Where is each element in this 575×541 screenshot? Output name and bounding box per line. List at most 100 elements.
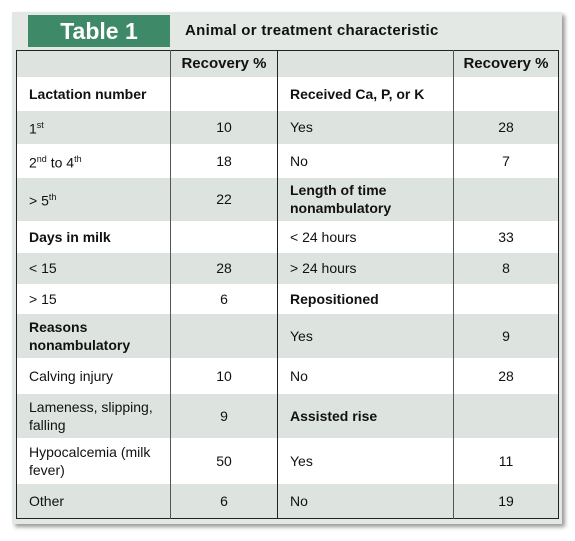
row-label: Other xyxy=(29,492,65,509)
value-cell xyxy=(170,220,278,253)
label-text: > 5 xyxy=(29,192,49,209)
label-cell: < 24 hours xyxy=(277,220,454,253)
value-cell: 18 xyxy=(170,143,278,178)
label-cell: No xyxy=(277,357,454,394)
value-cell xyxy=(170,76,278,111)
value-cell: 8 xyxy=(453,252,559,284)
value-cell: 10 xyxy=(170,110,278,144)
recovery-value: 33 xyxy=(498,228,514,245)
row-label: < 15 xyxy=(29,260,57,276)
table-row: Lactation number Received Ca, P, or K xyxy=(16,76,559,111)
label-cell: Assisted rise xyxy=(277,393,454,438)
label-text: 1 xyxy=(29,120,37,137)
label-cell: Hypocalcemia (milk fever) xyxy=(16,437,171,484)
label-cell: No xyxy=(277,143,454,178)
value-cell: 9 xyxy=(453,313,559,358)
recovery-value: 10 xyxy=(216,367,232,384)
table-title: Table 1 xyxy=(28,15,170,47)
header-cell xyxy=(277,50,454,77)
table-heading: Animal or treatment characteristic xyxy=(185,22,439,39)
label-cell: Length of time nonambulatory xyxy=(277,177,454,221)
row-heading: Assisted rise xyxy=(290,407,378,424)
label-cell: > 5th xyxy=(16,177,171,221)
value-cell: 28 xyxy=(170,252,278,284)
table-row: Reasons nonambulatory Yes 9 xyxy=(16,313,559,358)
row-label: Yes xyxy=(290,452,313,469)
table-row: < 15 28 > 24 hours 8 xyxy=(16,252,559,284)
row-heading: Lactation number xyxy=(29,85,147,102)
label-cell: Yes xyxy=(277,437,454,484)
superscript: nd xyxy=(36,153,47,164)
table-row: 2nd to 4th 18 No 7 xyxy=(16,143,559,178)
value-cell xyxy=(453,283,559,314)
label-cell: Yes xyxy=(277,110,454,144)
recovery-value: 10 xyxy=(216,119,232,135)
table-row: Lameness, slipping, falling 9 Assisted ris… xyxy=(16,393,559,438)
recovery-value: 9 xyxy=(502,327,510,344)
label-cell: Lactation number xyxy=(16,76,171,111)
label-cell: Lameness, slipping, falling xyxy=(16,393,171,438)
table-row: Hypocalcemia (milk fever) 50 Yes 11 xyxy=(16,437,559,484)
label-cell: 2nd to 4th xyxy=(16,143,171,178)
row-label: > 24 hours xyxy=(290,260,357,276)
value-cell: 9 xyxy=(170,393,278,438)
label-cell: > 24 hours xyxy=(277,252,454,284)
row-heading: Days in milk xyxy=(29,228,111,245)
table-row: Calving injury 10 No 28 xyxy=(16,357,559,394)
value-cell: 6 xyxy=(170,283,278,314)
label-text: 2 xyxy=(29,154,37,171)
table-row: 1st 10 Yes 28 xyxy=(16,110,559,144)
label-cell: Received Ca, P, or K xyxy=(277,76,454,111)
superscript: th xyxy=(74,153,82,164)
label-cell: Days in milk xyxy=(16,220,171,253)
recovery-value: 8 xyxy=(502,260,510,276)
value-cell: 33 xyxy=(453,220,559,253)
row-label: No xyxy=(290,367,308,384)
row-heading: Reasons nonambulatory xyxy=(29,318,131,353)
label-cell: 1st xyxy=(16,110,171,144)
row-label: No xyxy=(290,152,308,169)
row-label: < 24 hours xyxy=(290,228,357,245)
table-row: Other 6 No 19 xyxy=(16,483,559,519)
label-cell: Calving injury xyxy=(16,357,171,394)
table-row: > 5th 22 Length of time nonambulatory xyxy=(16,177,559,221)
row-heading: Repositioned xyxy=(290,290,379,307)
label-cell: No xyxy=(277,483,454,519)
value-cell: 19 xyxy=(453,483,559,519)
recovery-value: 6 xyxy=(220,290,228,307)
row-label: > 15 xyxy=(29,290,57,307)
superscript: th xyxy=(48,192,57,203)
recovery-value: 7 xyxy=(502,152,510,169)
recovery-value: 9 xyxy=(220,407,228,424)
value-cell xyxy=(453,76,559,111)
table-row: Days in milk < 24 hours 33 xyxy=(16,220,559,253)
recovery-value: 6 xyxy=(220,492,228,509)
recovery-value: 28 xyxy=(498,119,514,135)
value-cell: 28 xyxy=(453,357,559,394)
table: Recovery % Recovery % Lactation number Rece… xyxy=(16,50,559,519)
recovery-value: 28 xyxy=(498,367,514,384)
value-cell: 28 xyxy=(453,110,559,144)
label-cell: Yes xyxy=(277,313,454,358)
label-text: to 4 xyxy=(46,154,75,171)
column-header: Recovery % xyxy=(170,50,278,77)
value-cell: 11 xyxy=(453,437,559,484)
value-cell xyxy=(453,177,559,221)
label-cell: > 15 xyxy=(16,283,171,314)
table-body: Recovery % Recovery % Lactation number Rece… xyxy=(16,50,559,519)
row-label: Yes xyxy=(290,327,313,344)
value-cell: 50 xyxy=(170,437,278,484)
column-header: Recovery % xyxy=(453,50,559,77)
value-cell xyxy=(453,393,559,438)
label-cell: < 15 xyxy=(16,252,171,284)
value-cell xyxy=(170,313,278,358)
superscript: st xyxy=(36,120,44,131)
recovery-value: 11 xyxy=(498,452,514,469)
value-cell: 10 xyxy=(170,357,278,394)
row-heading: Length of time nonambulatory xyxy=(290,182,392,216)
recovery-value: 50 xyxy=(216,452,232,469)
label-cell: Other xyxy=(16,483,171,519)
table-row: > 15 6 Repositioned xyxy=(16,283,559,314)
label-cell: Repositioned xyxy=(277,283,454,314)
